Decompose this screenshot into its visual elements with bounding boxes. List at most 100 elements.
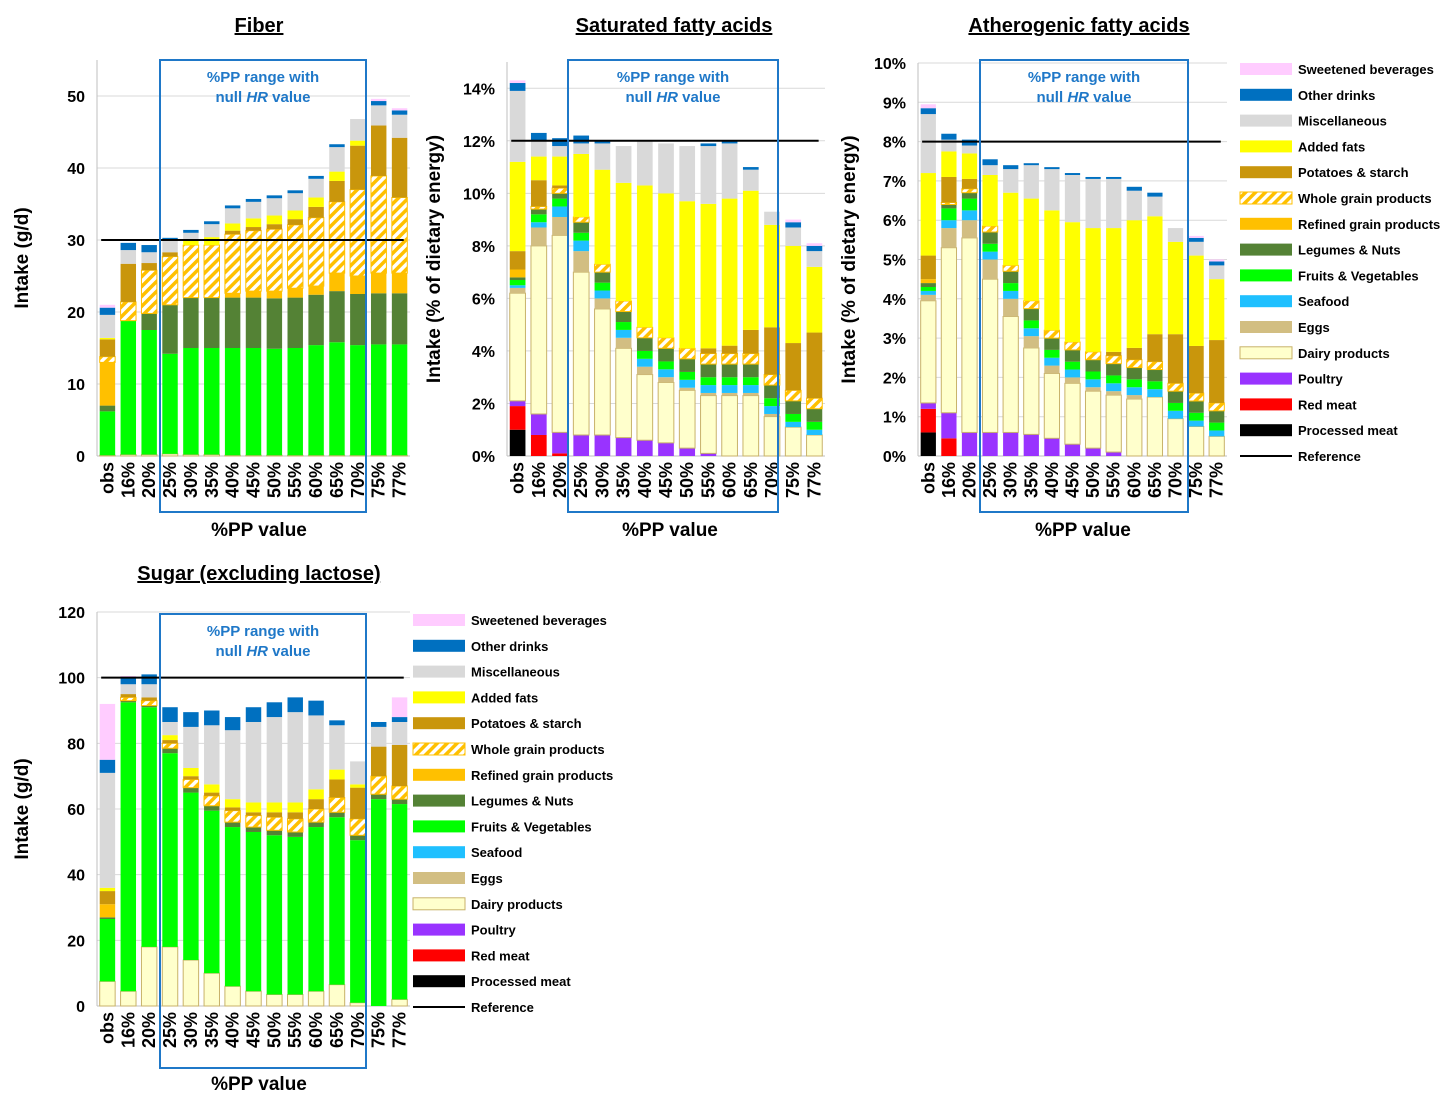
bar-segment-whole-grain-products [636,326,654,339]
y-tick-label: 10% [463,186,495,203]
bar-segment-refined-grain-products [245,291,262,298]
bar-segment-miscellaneous [391,721,408,745]
bar-segment-eggs [1003,298,1019,317]
bar-segment-potatoes-and-starch [224,230,241,235]
bar-segment-legumes-and-nuts [1064,349,1081,362]
bar-segment-miscellaneous [204,224,220,238]
x-tick-label: 20% [550,462,570,498]
bar-segment-fruits-and-vegetables [806,421,823,430]
bar-segment-added-fats [308,789,324,800]
bar-segment-potatoes-and-starch [350,787,366,819]
bar-segment-other-drinks [141,245,157,253]
y-axis-label: Intake (% of dietary energy) [839,135,860,383]
bar-segment-whole-grain-products [370,775,387,795]
bar-segment-seafood [594,290,611,299]
bar-segment-potatoes-and-starch [920,255,936,280]
bar-segment-fruits-and-vegetables [350,345,366,456]
bar-segment-legumes-and-nuts [1209,410,1225,423]
bar-segment-whole-grain-products [1187,392,1205,402]
bar-segment-potatoes-and-starch [1188,345,1204,394]
bar-segment-added-fats [99,887,116,892]
bar-segment-whole-grain-products [940,202,958,205]
bar-segment-dairy-products [1064,382,1081,445]
bar-segment-whole-grain-products [307,808,325,823]
bar-segment-added-fats [982,175,998,227]
bar-segment-seafood [1167,410,1184,419]
bar-segment-miscellaneous [350,119,366,141]
bar-segment-whole-grain-products [349,189,367,277]
bar-segment-potatoes-and-starch [1209,340,1225,403]
bar-segment-legumes-and-nuts [1106,363,1122,376]
y-tick-label: 20 [67,933,85,950]
legend: Sweetened beverages Other drinks Miscellan… [1239,62,1440,464]
x-tick-label: 16% [118,1012,138,1048]
bar-segment-fruits-and-vegetables [679,371,696,380]
bar-segment-whole-grain-products [806,397,823,410]
bar-segment-dairy-products [721,395,738,457]
bar-segment-miscellaneous [266,717,283,803]
bar-segment-miscellaneous [245,201,262,219]
legend-label-seafood: Seafood [471,845,522,860]
bar-segment-whole-grain-products [120,696,137,702]
bar-segment-added-fats [658,193,674,338]
bar-segment-other-drinks [162,707,178,722]
bar-segment-legumes-and-nuts [183,787,199,793]
chart-title: Fiber [235,15,284,37]
bar-segment-refined-grain-products [99,362,116,406]
bar-segment-miscellaneous [1167,228,1184,242]
bar-segment-dairy-products [140,946,158,1007]
bar-segment-dairy-products [572,271,590,436]
bar-segment-seafood [764,406,780,414]
legend-swatch-potatoes-and-starch [1240,166,1292,179]
bar-segment-other-drinks [99,759,116,773]
x-tick-label: 45% [656,462,676,498]
null-hr-range-box [159,59,367,513]
bar-segment-dairy-products [509,292,526,402]
chart-title: Sugar (excluding lactose) [137,563,380,585]
bar-segment-dairy-products [287,454,304,457]
bar-segment-dairy-products [161,946,179,1007]
bar-segment-potatoes-and-starch [162,252,178,257]
bar-segment-dairy-products [224,454,241,457]
bar-segment-added-fats [806,266,823,333]
bar-segment-poultry [1023,434,1039,456]
bar-segment-added-fats [742,190,759,330]
legend-label-reference: Reference [471,1000,534,1015]
bar-segment-fruits-and-vegetables [530,214,547,223]
y-tick-label: 4% [472,344,495,361]
bar-segment-potatoes-and-starch [329,180,345,202]
bar-segment-added-fats [245,218,262,228]
bar-segment-potatoes-and-starch [224,807,241,811]
bar-segment-added-fats [961,153,978,179]
y-tick-label: 120 [58,605,85,622]
bar-segment-potatoes-and-starch [287,219,303,225]
x-tick-label: 77% [1207,462,1227,498]
bar-segment-whole-grain-products [203,244,220,299]
bar-segment-legumes-and-nuts [224,297,241,348]
bar-segment-added-fats [1167,241,1184,335]
bar-segment-dairy-products [806,434,823,457]
bar-segment-miscellaneous [141,684,157,698]
bar-segment-sweetened-beverages [99,304,116,308]
bar-segment-whole-grain-products [1208,402,1225,412]
bar-segment-dairy-products [349,1002,367,1007]
bar-segment-potatoes-and-starch [742,329,759,354]
bar-segment-potatoes-and-starch [700,348,717,354]
bar-segment-fruits-and-vegetables [162,753,178,947]
legend-label-sweetened-beverages: Sweetened beverages [471,613,607,628]
bar-segment-poultry [920,402,936,409]
bar-segment-dairy-products [940,247,958,414]
bar-segment-fruits-and-vegetables [370,799,387,1006]
bar-segment-seafood [982,251,998,260]
bar-segment-seafood [941,220,957,229]
bar-segment-processed-meat [509,429,526,456]
bar-segment-dairy-products [99,454,116,457]
bar-segment-fruits-and-vegetables [785,413,802,422]
bar-segment-dairy-products [161,453,179,457]
bar-segment-other-drinks [329,720,345,726]
bar-segment-miscellaneous [287,193,303,211]
legend-swatch-other-drinks [1240,88,1292,101]
legend-label-reference: Reference [1298,449,1361,464]
legend-label-potatoes-and-starch: Potatoes & starch [1298,165,1409,180]
bar-segment-fruits-and-vegetables [99,918,116,982]
